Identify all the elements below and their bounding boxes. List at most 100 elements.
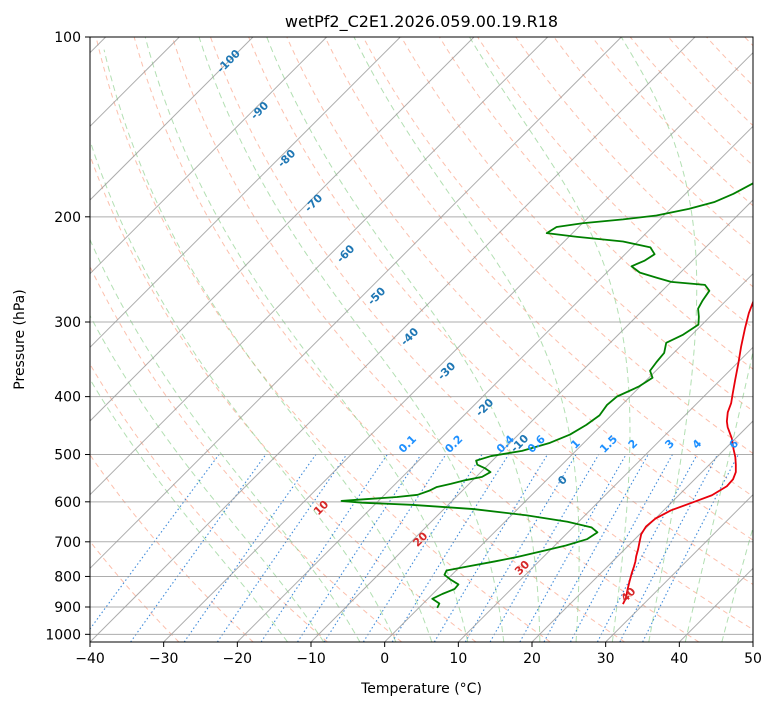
moist-adiabat-label: -70: [302, 191, 325, 214]
dry-adiabat-line: [133, 37, 625, 642]
dry-adiabat-line: [362, 37, 753, 455]
moist-adiabat-line: [103, 49, 433, 642]
moist-adiabat-label: -60: [334, 242, 357, 265]
dry-adiabat-line: [668, 37, 753, 127]
mixing-ratio-line: [183, 454, 317, 642]
adiabat-labels: 10203040-100-90-80-70-60-50-40-30-20-100…: [214, 47, 767, 605]
mixing-ratio-label: 1: [568, 437, 583, 452]
chart-title: wetPf2_C2E1.2026.059.00.19.R18: [285, 12, 558, 32]
y-tick-label: 100: [54, 30, 81, 46]
axes: −40 −30 −20 −10 0 10 20 30 40 5010020030040050060…: [45, 30, 762, 667]
x-tick-label: 40: [670, 651, 688, 667]
dry-adiabat-line: [439, 37, 753, 370]
x-tick-label: −30: [149, 651, 179, 667]
moist-adiabat-label: -50: [365, 284, 388, 307]
y-axis-label: Pressure (hPa): [12, 289, 28, 389]
y-tick-label: 900: [54, 600, 81, 616]
mixing-ratio-label: 4: [690, 437, 705, 452]
mixing-ratio-label: 3: [662, 437, 677, 452]
moist-adiabat-line: [353, 37, 580, 642]
temperature-line: [622, 300, 753, 605]
mixing-ratio-line: [297, 454, 422, 642]
mixing-ratio-line: [489, 454, 600, 642]
y-tick-label: 400: [54, 390, 81, 406]
moist-adiabat-label: -20: [473, 396, 496, 419]
mixing-ratio-label: 2: [626, 437, 641, 452]
x-tick-label: 0: [380, 651, 389, 667]
moist-adiabat-label: -30: [435, 359, 458, 382]
background-lines: [90, 37, 753, 642]
mixing-ratio-line: [519, 454, 627, 642]
mixing-ratio-line: [619, 454, 719, 642]
mixing-ratio-label: 6: [727, 437, 742, 452]
moist-adiabat-label: -90: [248, 99, 271, 122]
dry-adiabat-line: [553, 37, 753, 247]
mixing-ratio-line: [362, 454, 483, 642]
moist-adiabat-line: [90, 138, 397, 642]
dry-adiabat-line: [324, 37, 753, 498]
isotherm-gridline: [90, 37, 622, 570]
mixing-ratio-line: [90, 454, 220, 630]
mixing-ratio-line: [216, 454, 348, 642]
x-tick-label: 20: [523, 651, 541, 667]
mixing-ratio-line: [569, 454, 673, 642]
moist-adiabat-line: [266, 37, 541, 642]
dry-adiabat-line: [90, 265, 403, 642]
mixing-ratio-line: [596, 454, 698, 642]
mixing-ratio-line: [323, 454, 447, 642]
isotherm-gridline: [605, 493, 753, 642]
x-tick-label: −40: [75, 651, 105, 667]
y-tick-label: 600: [54, 495, 81, 511]
x-tick-label: 30: [597, 651, 615, 667]
profile-lines: [340, 182, 753, 609]
mixing-ratio-line: [260, 454, 388, 642]
y-tick-label: 800: [54, 569, 81, 585]
dry-adiabat-line: [90, 453, 254, 642]
dewpoint-line: [340, 182, 753, 609]
dry-adiabat-label: 10: [311, 498, 331, 518]
isotherm-gridline: [457, 346, 753, 642]
mixing-ratio-line: [433, 454, 548, 642]
dry-adiabat-line: [515, 37, 753, 288]
moist-adiabat-label: 0: [555, 473, 570, 488]
isotherm-gridline: [310, 199, 753, 642]
mixing-ratio-label: 1.5: [597, 433, 620, 456]
moist-adiabat-line: [144, 37, 469, 642]
dry-adiabat-line: [744, 37, 753, 47]
isotherm-gridline: [678, 567, 753, 642]
isotherm-gridline: [752, 641, 753, 642]
isotherm-gridline: [90, 37, 696, 642]
mixing-ratio-label: 0.1: [396, 433, 419, 456]
moist-adiabat-line: [198, 37, 505, 642]
y-tick-label: 300: [54, 315, 81, 331]
isotherm-gridline: [236, 125, 753, 642]
dry-adiabat-label: 40: [618, 585, 638, 605]
moist-adiabat-line: [721, 526, 753, 642]
dry-adiabat-line: [90, 154, 477, 642]
moist-adiabat-line: [90, 378, 288, 642]
isotherm-gridline: [90, 37, 475, 422]
dry-adiabat-line: [286, 37, 753, 541]
moist-adiabat-label: -40: [398, 325, 421, 348]
moist-adiabat-line: [684, 349, 753, 642]
isotherm-gridline: [384, 272, 753, 642]
moist-adiabat-line: [620, 37, 698, 642]
dry-adiabat-label: 30: [512, 558, 532, 578]
dry-adiabat-line: [629, 37, 753, 167]
x-tick-label: −10: [296, 651, 326, 667]
isotherm-gridline: [531, 420, 753, 642]
x-axis-label: Temperature (°C): [360, 681, 482, 697]
y-tick-label: 500: [54, 448, 81, 464]
dry-adiabat-line: [477, 37, 753, 329]
mixing-ratio-label: 8: [752, 437, 767, 452]
isotherm-gridline: [90, 37, 254, 201]
dry-adiabat-line: [90, 363, 328, 642]
moist-adiabat-line: [469, 37, 631, 642]
dry-adiabat-line: [95, 37, 551, 642]
dry-adiabat-line: [706, 37, 753, 87]
isotherm-gridline: [90, 37, 401, 349]
x-tick-label: −20: [223, 651, 253, 667]
moist-adiabat-label: -80: [275, 147, 298, 170]
isotherm-gridline: [90, 37, 328, 275]
